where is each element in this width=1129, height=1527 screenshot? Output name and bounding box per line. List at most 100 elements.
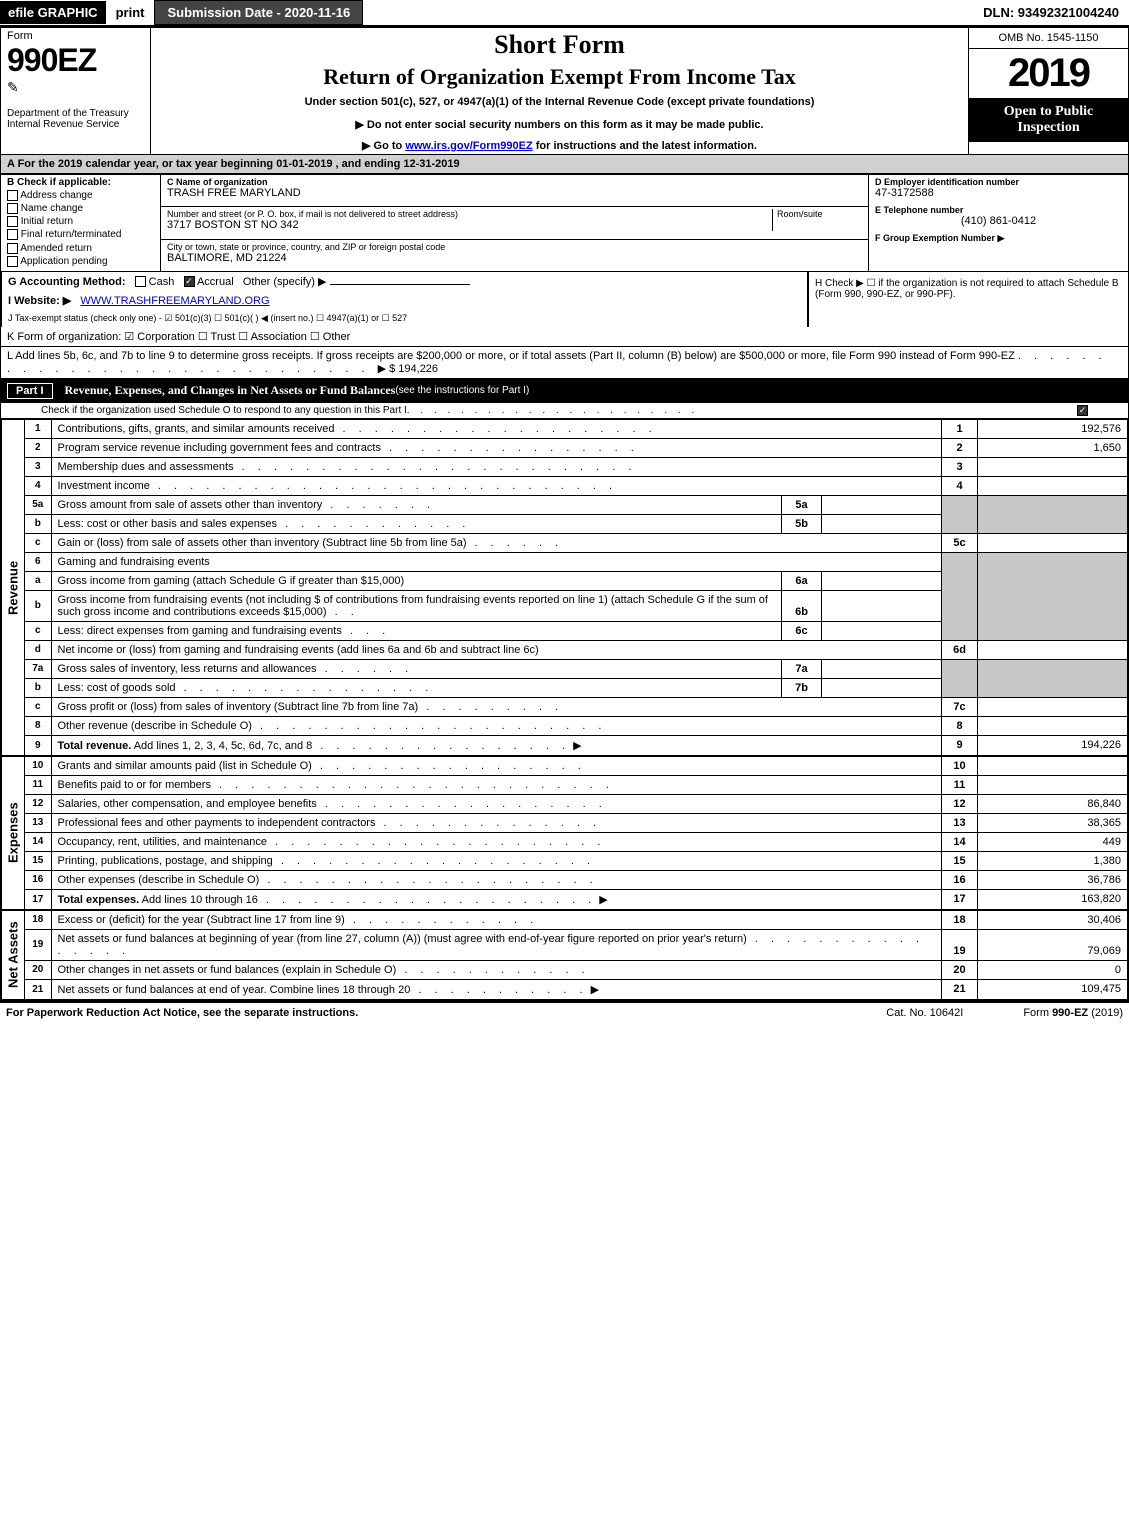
line-i: I Website: ▶ WWW.TRASHFREEMARYLAND.ORG bbox=[1, 291, 808, 310]
val-15: 1,380 bbox=[978, 851, 1128, 870]
goto-prefix: ▶ Go to bbox=[362, 140, 405, 152]
val-17: 163,820 bbox=[978, 889, 1128, 909]
val-9: 194,226 bbox=[978, 735, 1128, 755]
chk-accrual[interactable]: ✓ bbox=[184, 276, 195, 287]
expenses-section: Expenses 10 Grants and similar amounts p… bbox=[0, 756, 1129, 910]
part-1-header: Part I Revenue, Expenses, and Changes in… bbox=[0, 379, 1129, 403]
ein-value: 47-3172588 bbox=[875, 187, 1122, 199]
chk-address-change[interactable]: Address change bbox=[7, 190, 154, 201]
row-21: 21 Net assets or fund balances at end of… bbox=[25, 979, 1128, 999]
submission-date-badge: Submission Date - 2020-11-16 bbox=[154, 0, 363, 25]
line-l: L Add lines 5b, 6c, and 7b to line 9 to … bbox=[0, 347, 1129, 379]
chk-amended-return[interactable]: Amended return bbox=[7, 243, 154, 254]
entity-info-table: B Check if applicable: Address change Na… bbox=[0, 174, 1129, 272]
chk-cash[interactable] bbox=[135, 276, 146, 287]
line-g: G Accounting Method: Cash ✓ Accrual Othe… bbox=[1, 272, 808, 291]
row-2: 2 Program service revenue including gove… bbox=[25, 438, 1128, 457]
box-c-street-cell: Number and street (or P. O. box, if mail… bbox=[161, 207, 869, 239]
goto-link[interactable]: www.irs.gov/Form990EZ bbox=[405, 140, 532, 152]
form-right-cell: OMB No. 1545-1150 2019 Open to Public In… bbox=[969, 28, 1129, 155]
row-18: 18 Excess or (deficit) for the year (Sub… bbox=[25, 910, 1128, 929]
ein-label: D Employer identification number bbox=[875, 177, 1122, 187]
row-1: 1 Contributions, gifts, grants, and simi… bbox=[25, 419, 1128, 438]
row-4: 4 Investment income . . . . . . . . . . … bbox=[25, 476, 1128, 495]
form-word: Form bbox=[7, 30, 144, 42]
omb-number: OMB No. 1545-1150 bbox=[969, 28, 1128, 49]
website-link[interactable]: WWW.TRASHFREEMARYLAND.ORG bbox=[80, 295, 269, 307]
open-to-public-badge: Open to Public Inspection bbox=[969, 98, 1128, 142]
row-11: 11 Benefits paid to or for members . . .… bbox=[25, 775, 1128, 794]
row-7c: c Gross profit or (loss) from sales of i… bbox=[25, 697, 1128, 716]
revenue-table: 1 Contributions, gifts, grants, and simi… bbox=[25, 419, 1128, 756]
val-13: 38,365 bbox=[978, 813, 1128, 832]
form-title-cell: Short Form Return of Organization Exempt… bbox=[151, 28, 969, 155]
chk-final-return[interactable]: Final return/terminated bbox=[7, 229, 154, 240]
under-section-text: Under section 501(c), 527, or 4947(a)(1)… bbox=[157, 96, 962, 108]
line-j: J Tax-exempt status (check only one) - ☑… bbox=[1, 310, 808, 327]
org-name-label: C Name of organization bbox=[167, 177, 862, 187]
box-b-cell: B Check if applicable: Address change Na… bbox=[1, 175, 161, 272]
chk-schedule-o[interactable]: ✓ bbox=[1077, 405, 1088, 416]
val-1: 192,576 bbox=[978, 419, 1128, 438]
val-14: 449 bbox=[978, 832, 1128, 851]
row-20: 20 Other changes in net assets or fund b… bbox=[25, 960, 1128, 979]
top-bar: efile GRAPHIC print Submission Date - 20… bbox=[0, 0, 1129, 27]
row-19: 19 Net assets or fund balances at beginn… bbox=[25, 929, 1128, 960]
form-id-cell: Form 990EZ ✎ Department of the Treasury … bbox=[1, 28, 151, 155]
street-label: Number and street (or P. O. box, if mail… bbox=[167, 209, 772, 219]
part-1-label: Part I bbox=[7, 383, 53, 399]
group-exemption-label: F Group Exemption Number ▶ bbox=[875, 233, 1122, 244]
expenses-table: 10 Grants and similar amounts paid (list… bbox=[25, 756, 1128, 910]
line-a-tax-year: A For the 2019 calendar year, or tax yea… bbox=[0, 155, 1129, 174]
row-17: 17 Total expenses. Add lines 10 through … bbox=[25, 889, 1128, 909]
box-def-cell: D Employer identification number 47-3172… bbox=[869, 175, 1129, 272]
org-name-value: TRASH FREE MARYLAND bbox=[167, 187, 862, 199]
form-ref: Form 990-EZ (2019) bbox=[1023, 1007, 1123, 1019]
box-b-label: B Check if applicable: bbox=[7, 177, 154, 188]
print-label[interactable]: print bbox=[106, 1, 155, 24]
row-3: 3 Membership dues and assessments . . . … bbox=[25, 457, 1128, 476]
line-h: H Check ▶ ☐ if the organization is not r… bbox=[808, 272, 1128, 327]
goto-suffix: for instructions and the latest informat… bbox=[533, 140, 757, 152]
row-16: 16 Other expenses (describe in Schedule … bbox=[25, 870, 1128, 889]
part-1-sub: (see the instructions for Part I) bbox=[395, 385, 529, 396]
row-14: 14 Occupancy, rent, utilities, and maint… bbox=[25, 832, 1128, 851]
val-12: 86,840 bbox=[978, 794, 1128, 813]
row-13: 13 Professional fees and other payments … bbox=[25, 813, 1128, 832]
net-assets-vertical-label: Net Assets bbox=[1, 910, 25, 1000]
paperwork-notice: For Paperwork Reduction Act Notice, see … bbox=[6, 1007, 358, 1019]
chk-name-change[interactable]: Name change bbox=[7, 203, 154, 214]
no-ssn-text: ▶ Do not enter social security numbers o… bbox=[157, 118, 962, 131]
row-5a: 5a Gross amount from sale of assets othe… bbox=[25, 495, 1128, 514]
row-8: 8 Other revenue (describe in Schedule O)… bbox=[25, 716, 1128, 735]
row-12: 12 Salaries, other compensation, and emp… bbox=[25, 794, 1128, 813]
form-header-table: Form 990EZ ✎ Department of the Treasury … bbox=[0, 27, 1129, 155]
val-20: 0 bbox=[978, 960, 1128, 979]
return-title: Return of Organization Exempt From Incom… bbox=[157, 64, 962, 90]
row-6d: d Net income or (loss) from gaming and f… bbox=[25, 640, 1128, 659]
row-7a: 7a Gross sales of inventory, less return… bbox=[25, 659, 1128, 678]
part-1-title: Revenue, Expenses, and Changes in Net As… bbox=[65, 383, 396, 398]
val-19: 79,069 bbox=[978, 929, 1128, 960]
revenue-section: Revenue 1 Contributions, gifts, grants, … bbox=[0, 419, 1129, 756]
phone-label: E Telephone number bbox=[875, 205, 1122, 215]
row-9: 9 Total revenue. Add lines 1, 2, 3, 4, 5… bbox=[25, 735, 1128, 755]
chk-initial-return[interactable]: Initial return bbox=[7, 216, 154, 227]
city-value: BALTIMORE, MD 21224 bbox=[167, 252, 862, 264]
dln-label: DLN: 93492321004240 bbox=[973, 1, 1129, 24]
room-label: Room/suite bbox=[777, 209, 862, 219]
expenses-vertical-label: Expenses bbox=[1, 756, 25, 910]
val-16: 36,786 bbox=[978, 870, 1128, 889]
short-form-title: Short Form bbox=[157, 30, 962, 60]
val-2: 1,650 bbox=[978, 438, 1128, 457]
cat-no: Cat. No. 10642I bbox=[886, 1007, 963, 1019]
val-21: 109,475 bbox=[978, 979, 1128, 999]
box-c-name-cell: C Name of organization TRASH FREE MARYLA… bbox=[161, 175, 869, 207]
phone-value: (410) 861-0412 bbox=[875, 215, 1122, 227]
chk-application-pending[interactable]: Application pending bbox=[7, 256, 154, 267]
net-assets-section: Net Assets 18 Excess or (deficit) for th… bbox=[0, 910, 1129, 1001]
line-k: K Form of organization: ☑ Corporation ☐ … bbox=[0, 327, 1129, 347]
box-c-city-cell: City or town, state or province, country… bbox=[161, 239, 869, 271]
row-15: 15 Printing, publications, postage, and … bbox=[25, 851, 1128, 870]
form-number: 990EZ bbox=[7, 42, 144, 79]
